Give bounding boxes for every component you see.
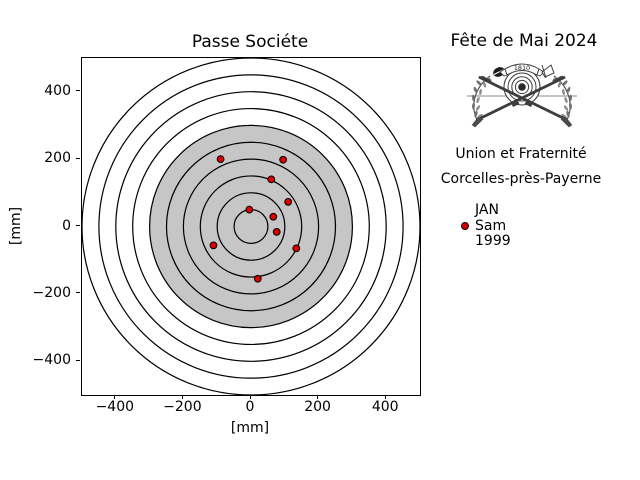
- y-tickmark: [76, 90, 80, 92]
- plot-area: [81, 57, 421, 396]
- society-motto: Union et Fraternité: [455, 146, 587, 162]
- y-tickmark: [76, 359, 80, 361]
- shot-marker-icon: [461, 222, 469, 231]
- x-tick-label: 0: [245, 399, 255, 415]
- shot-point: [279, 155, 287, 164]
- x-tickmark: [249, 395, 251, 399]
- y-tick-label: 200: [44, 150, 71, 167]
- shot-point: [272, 228, 281, 236]
- target-ring: [216, 192, 286, 261]
- emblem-banner: 1810: [499, 63, 545, 77]
- legend-line: 1999: [458, 233, 511, 250]
- x-tickmark: [317, 395, 319, 399]
- shot-point: [253, 274, 262, 283]
- target-icon: [503, 68, 541, 106]
- y-tickmark: [76, 292, 80, 294]
- shot-point: [292, 244, 301, 253]
- legend-line: Sam: [458, 217, 511, 235]
- society-location: Corcelles-près-Payerne: [440, 171, 602, 187]
- target-chart: [82, 58, 420, 395]
- legend-label-year: 1999: [475, 233, 511, 249]
- target-ring: [199, 175, 303, 278]
- y-tickmark: [76, 225, 80, 226]
- shot-point: [245, 205, 254, 214]
- x-tick-label: −400: [95, 399, 135, 415]
- x-tickmark: [384, 395, 386, 399]
- y-tickmark: [76, 157, 80, 159]
- pennant-icon: [541, 64, 555, 79]
- shot-point: [209, 241, 218, 250]
- target-ring: [182, 158, 320, 295]
- target-ring: [165, 141, 337, 312]
- y-tick-label: −200: [32, 284, 71, 301]
- target-ring: [115, 91, 387, 362]
- shot-point: [284, 198, 293, 206]
- shot-point: [216, 155, 225, 163]
- target-ring: [132, 107, 370, 346]
- y-tick-label: 0: [62, 217, 71, 234]
- legend-label-name: JAN: [475, 202, 499, 218]
- y-tick-label: −400: [32, 352, 71, 369]
- target-gray-disc: [149, 125, 353, 328]
- shot-point: [267, 175, 276, 184]
- banner-text: 1810: [514, 64, 530, 72]
- legend-line: JAN: [458, 202, 511, 219]
- crossed-rifles-icon: [471, 75, 573, 128]
- y-axis-label: [mm]: [8, 206, 24, 246]
- x-tick-label: 200: [304, 399, 331, 415]
- y-tick-label: 400: [44, 82, 71, 99]
- x-tickmark: [181, 395, 183, 399]
- x-axis-label: [mm]: [230, 420, 270, 436]
- x-tickmark: [114, 395, 116, 399]
- event-title: Fête de Mai 2024: [450, 31, 598, 51]
- shooting-society-emblem: 1810: [467, 63, 577, 128]
- x-tick-label: 400: [371, 399, 399, 415]
- target-ring: [98, 74, 404, 379]
- legend-label-day: Sam: [475, 217, 507, 234]
- target-ring: [148, 124, 354, 329]
- plot-title: Passe Sociéte: [191, 32, 309, 52]
- x-tick-label: −200: [163, 399, 202, 415]
- shot-point: [269, 212, 278, 221]
- legend: JAN Sam 1999: [458, 202, 511, 250]
